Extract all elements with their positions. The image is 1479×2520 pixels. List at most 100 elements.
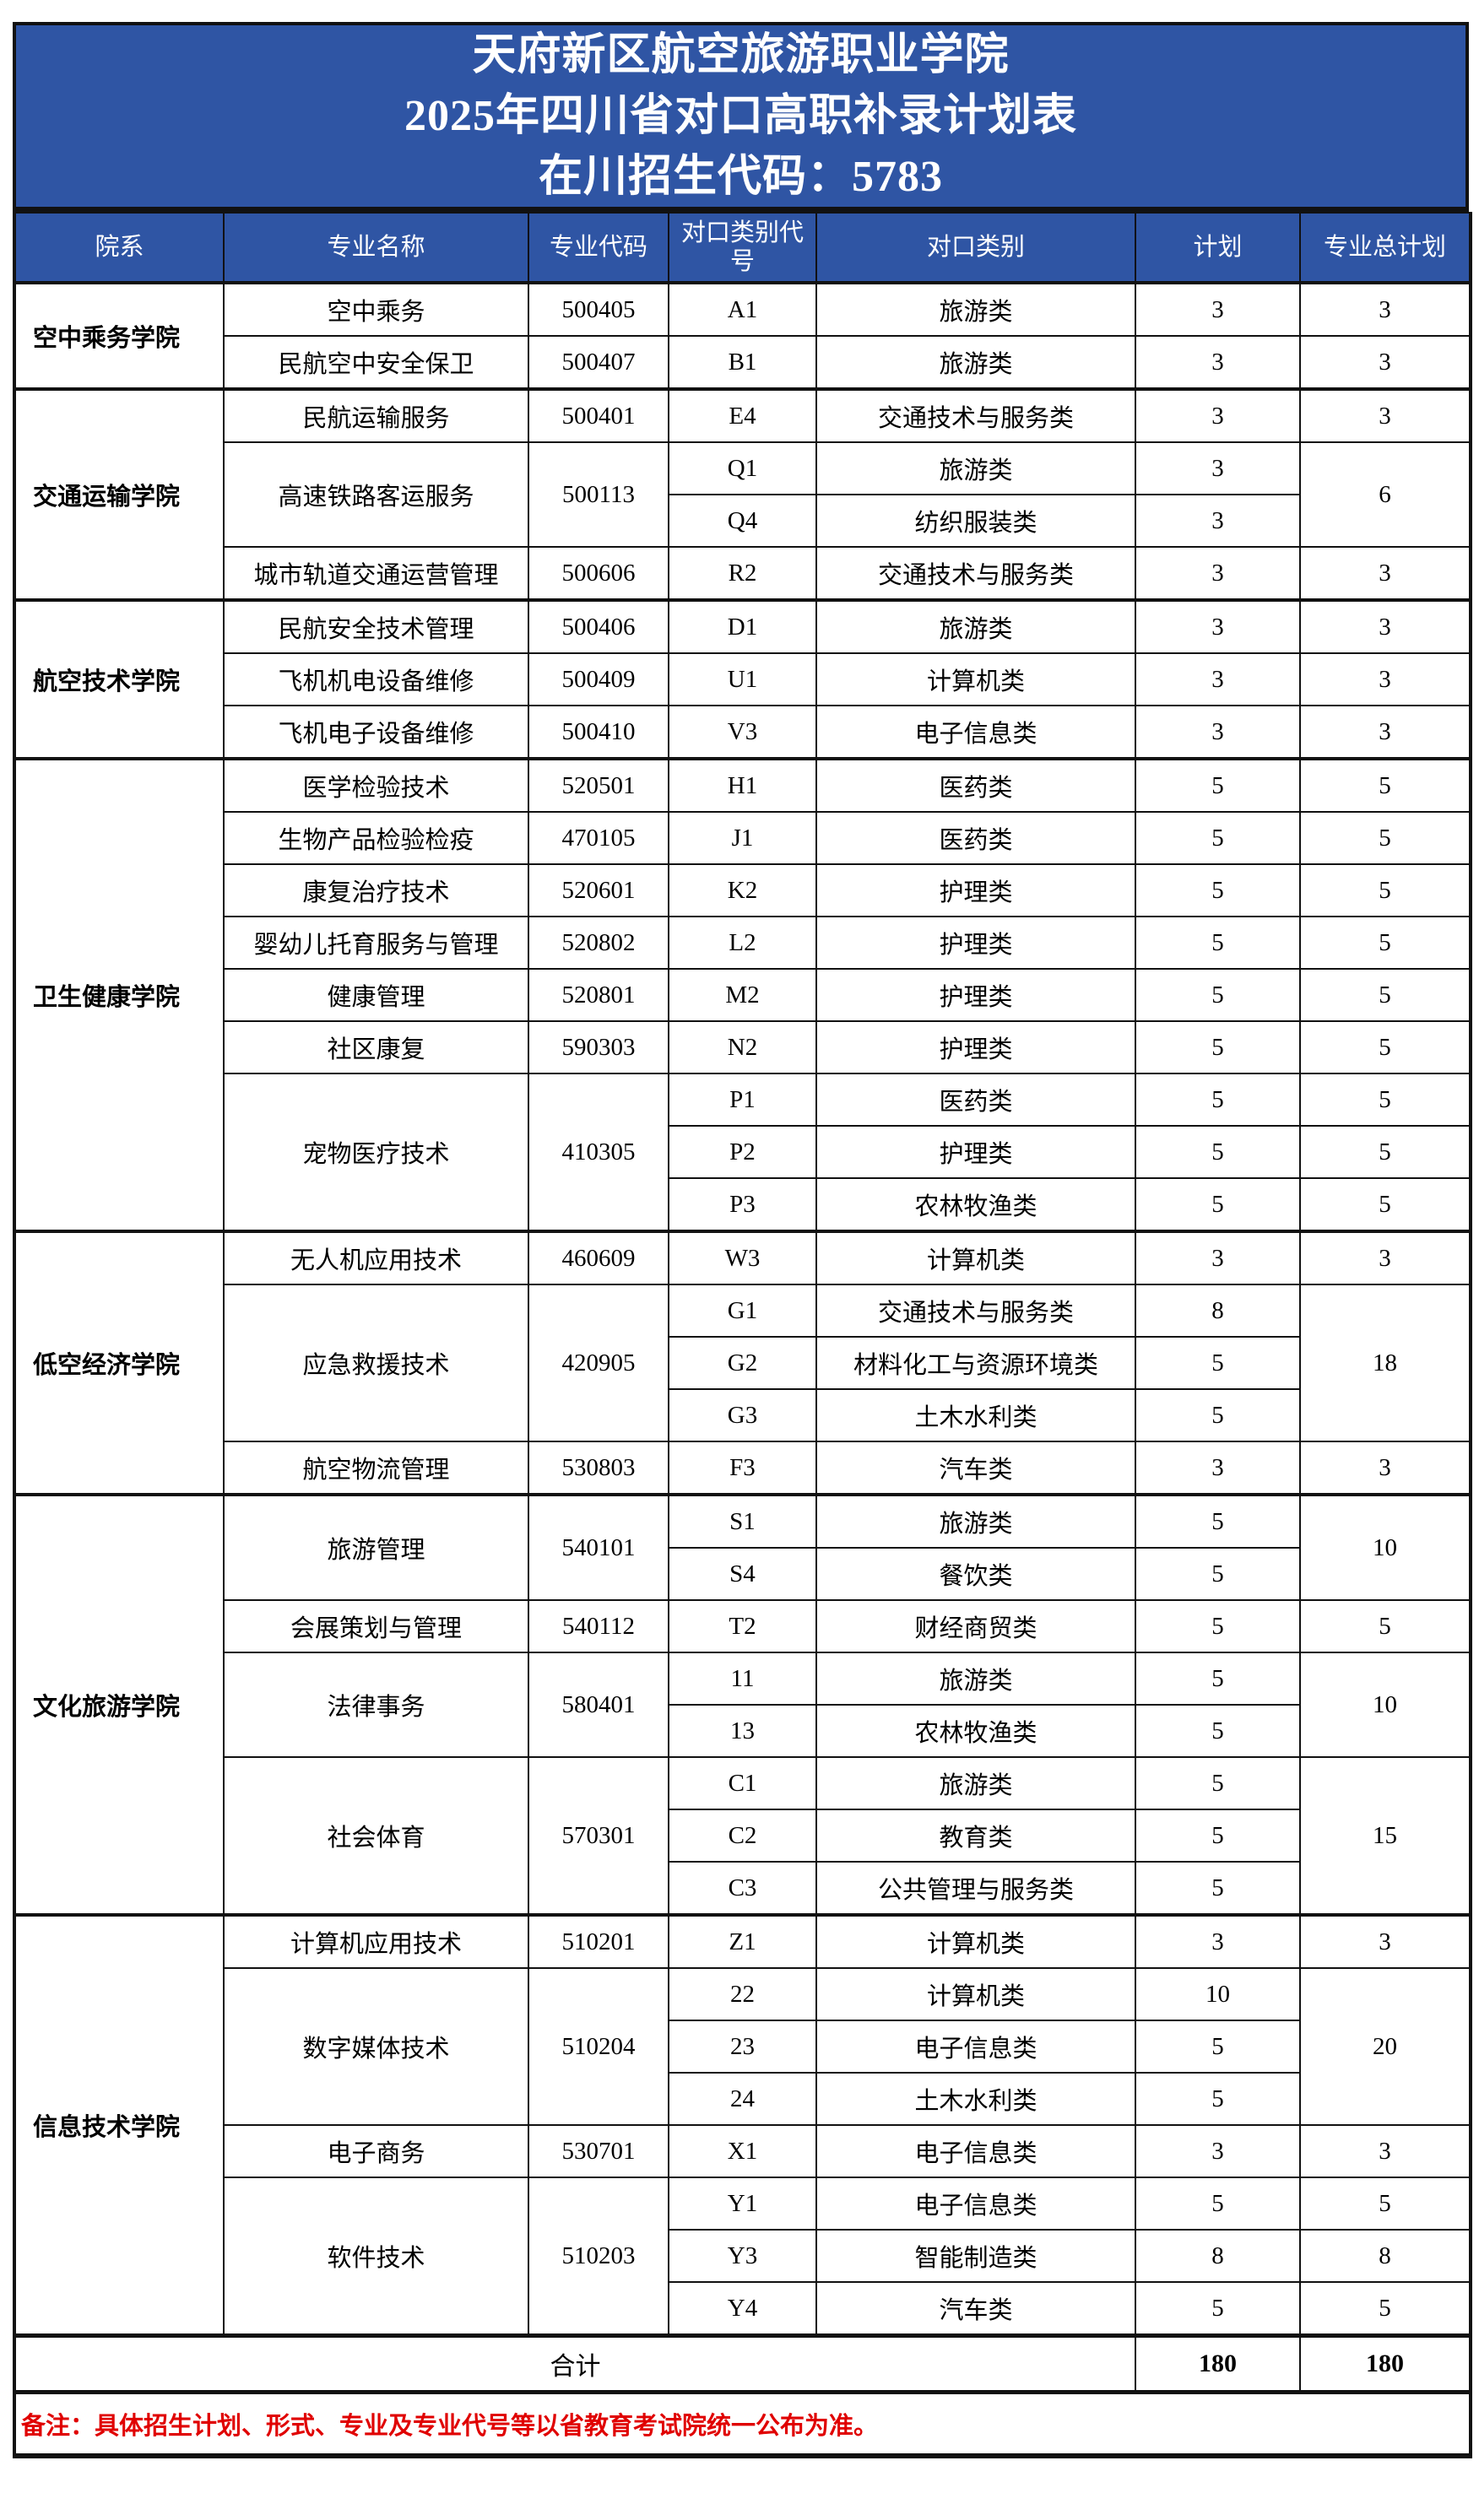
category-name: 交通技术与服务类 — [815, 387, 1136, 443]
table-row: 生物产品检验检疫 470105 J1 医药类 5 5 — [14, 811, 1471, 865]
major-total: 3 — [1299, 546, 1471, 601]
table-row: 电子商务 530701 X1 电子信息类 3 3 — [14, 2124, 1471, 2178]
major-total: 8 — [1299, 2229, 1471, 2283]
table-row: 民航空中安全保卫 500407 B1 旅游类 3 3 — [14, 335, 1471, 390]
major-code: 590303 — [528, 1020, 669, 1074]
plan-count: 5 — [1135, 1809, 1301, 1863]
col-header-major-total: 专业总计划 — [1299, 212, 1471, 284]
category-name: 计算机类 — [815, 1230, 1136, 1285]
major-total: 15 — [1299, 1756, 1471, 1916]
category-name: 电子信息类 — [815, 705, 1136, 760]
major-code: 530701 — [528, 2124, 669, 2178]
table-row: 低空经济学院 无人机应用技术 460609 W3 计算机类 3 3 — [14, 1230, 1471, 1495]
table-row: 城市轨道交通运营管理 500606 R2 交通技术与服务类 3 3 — [14, 546, 1471, 601]
major-code: 520501 — [528, 757, 669, 813]
category-code: G1 — [668, 1284, 817, 1338]
major-total: 10 — [1299, 1652, 1471, 1758]
major-total: 5 — [1299, 757, 1471, 813]
category-code: 24 — [668, 2072, 817, 2126]
major-name: 高速铁路客运服务 — [223, 441, 529, 548]
department-name: 交通运输学院 — [14, 387, 225, 601]
category-name: 计算机类 — [815, 1913, 1136, 1969]
major-total: 20 — [1299, 1967, 1471, 2126]
major-total: 5 — [1299, 863, 1471, 917]
plan-count: 3 — [1135, 494, 1301, 548]
plan-count: 3 — [1135, 1230, 1301, 1285]
category-code: P2 — [668, 1125, 817, 1179]
table-row: Q4 纺织服装类 3 — [14, 494, 1471, 548]
major-total: 5 — [1299, 1125, 1471, 1179]
category-code: 22 — [668, 1967, 817, 2021]
table-row: S4 餐饮类 5 — [14, 1547, 1471, 1601]
major-name: 生物产品检验检疫 — [223, 811, 529, 865]
col-header-plan: 计划 — [1135, 212, 1301, 284]
table-row: C2 教育类 5 — [14, 1809, 1471, 1863]
plan-count: 5 — [1135, 1652, 1301, 1706]
category-code: U1 — [668, 652, 817, 706]
category-code: Q4 — [668, 494, 817, 548]
department-name: 卫生健康学院 — [14, 757, 225, 1232]
category-name: 旅游类 — [815, 1756, 1136, 1810]
category-code: C3 — [668, 1861, 817, 1916]
major-name: 城市轨道交通运营管理 — [223, 546, 529, 601]
category-code: C1 — [668, 1756, 817, 1810]
category-code: D1 — [668, 598, 817, 654]
plan-count: 3 — [1135, 546, 1301, 601]
category-code: E4 — [668, 387, 817, 443]
major-total: 5 — [1299, 916, 1471, 970]
table-row: 飞机电子设备维修 500410 V3 电子信息类 3 3 — [14, 705, 1471, 760]
major-total: 5 — [1299, 1177, 1471, 1232]
major-name: 社会体育 — [223, 1756, 529, 1916]
major-code: 510201 — [528, 1913, 669, 1969]
category-code: Y1 — [668, 2177, 817, 2231]
major-name: 计算机应用技术 — [223, 1913, 529, 1969]
category-name: 旅游类 — [815, 335, 1136, 390]
footnote: 备注：具体招生计划、形式、专业及专业代号等以省教育考试院统一公布为准。 — [14, 2391, 1471, 2458]
table-row: 23 电子信息类 5 — [14, 2020, 1471, 2074]
major-name: 无人机应用技术 — [223, 1230, 529, 1285]
category-code: M2 — [668, 968, 817, 1022]
plan-count: 5 — [1135, 2020, 1301, 2074]
category-code: K2 — [668, 863, 817, 917]
category-code: X1 — [668, 2124, 817, 2178]
category-code: B1 — [668, 335, 817, 390]
category-code: C2 — [668, 1809, 817, 1863]
plan-count: 5 — [1135, 968, 1301, 1022]
plan-count: 5 — [1135, 1704, 1301, 1758]
table-row: 应急救援技术 420905 G1 交通技术与服务类 8 18 — [14, 1284, 1471, 1442]
major-total: 3 — [1299, 2124, 1471, 2178]
category-code: F3 — [668, 1441, 817, 1495]
category-name: 旅游类 — [815, 441, 1136, 495]
major-code: 520601 — [528, 863, 669, 917]
plan-count: 5 — [1135, 1861, 1301, 1916]
table-row: 交通运输学院 民航运输服务 500401 E4 交通技术与服务类 3 3 — [14, 387, 1471, 601]
major-code: 530803 — [528, 1441, 669, 1495]
plan-count: 5 — [1135, 1756, 1301, 1810]
table-row: C3 公共管理与服务类 5 — [14, 1861, 1471, 1916]
major-code: 500407 — [528, 335, 669, 390]
major-name: 健康管理 — [223, 968, 529, 1022]
major-code: 500113 — [528, 441, 669, 548]
major-name: 法律事务 — [223, 1652, 529, 1758]
plan-count: 10 — [1135, 1967, 1301, 2021]
major-total: 5 — [1299, 1073, 1471, 1127]
major-code: 540112 — [528, 1599, 669, 1653]
table-row: 健康管理 520801 M2 护理类 5 5 — [14, 968, 1471, 1022]
category-code: P1 — [668, 1073, 817, 1127]
plan-count: 5 — [1135, 863, 1301, 917]
major-total: 5 — [1299, 968, 1471, 1022]
plan-title: 2025年四川省对口高职补录计划表 — [404, 91, 1077, 140]
category-name: 护理类 — [815, 1125, 1136, 1179]
total-major-total: 180 — [1299, 2333, 1471, 2394]
table-body: 空中乘务学院 空中乘务 500405 A1 旅游类 3 3 民航空中安全保卫 500407 B1 旅… — [14, 281, 1471, 2337]
category-name: 医药类 — [815, 757, 1136, 813]
plan-count: 5 — [1135, 916, 1301, 970]
category-name: 计算机类 — [815, 652, 1136, 706]
major-code: 500401 — [528, 387, 669, 443]
category-name: 护理类 — [815, 1020, 1136, 1074]
category-code: H1 — [668, 757, 817, 813]
header-row: 院系 专业名称 专业代码 对口类别代号 对口类别 计划 专业总计划 — [14, 212, 1471, 284]
table-row: Y3 智能制造类 8 8 — [14, 2229, 1471, 2283]
plan-count: 5 — [1135, 811, 1301, 865]
col-header-major-name: 专业名称 — [223, 212, 529, 284]
